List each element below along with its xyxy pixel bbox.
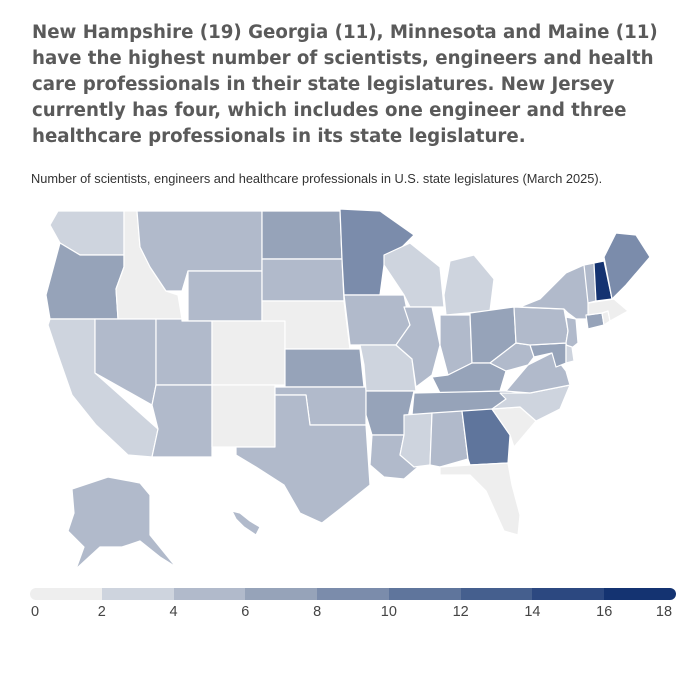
state-mn[interactable] <box>339 208 415 296</box>
legend-swatch <box>173 588 246 600</box>
state-hi[interactable] <box>231 510 261 536</box>
state-tx[interactable] <box>235 394 371 524</box>
legend-tick-label: 8 <box>313 604 322 620</box>
state-fl[interactable] <box>439 462 521 536</box>
state-co[interactable] <box>211 320 286 386</box>
state-me[interactable] <box>603 232 651 300</box>
state-il[interactable] <box>395 306 441 388</box>
color-legend: 0 2 4 6 8 10 12 14 16 18 <box>30 588 676 628</box>
legend-swatch <box>101 588 174 600</box>
legend-swatch <box>388 588 461 600</box>
state-az[interactable] <box>151 384 213 458</box>
legend-color-bar <box>30 588 676 600</box>
legend-swatch <box>532 588 605 600</box>
state-ma[interactable] <box>587 298 629 322</box>
legend-tick-label: 6 <box>241 604 250 620</box>
state-pa[interactable] <box>513 306 569 346</box>
legend-swatch <box>245 588 318 600</box>
legend-swatch <box>460 588 533 600</box>
state-ms[interactable] <box>399 412 433 468</box>
state-ky[interactable] <box>431 362 507 394</box>
legend-tick-label: 14 <box>524 604 541 620</box>
legend-swatch <box>604 588 676 600</box>
legend-tick-label: 4 <box>169 604 178 620</box>
us-map <box>0 195 700 580</box>
legend-swatch <box>30 588 102 600</box>
legend-tick-label: 16 <box>596 604 613 620</box>
state-de[interactable] <box>565 344 575 364</box>
legend-tick-label: 12 <box>452 604 469 620</box>
state-mi[interactable] <box>443 254 495 316</box>
legend-ticks: 0 2 4 6 8 10 12 14 16 18 <box>30 604 676 624</box>
state-ia[interactable] <box>343 294 411 346</box>
state-wy[interactable] <box>187 270 263 322</box>
state-ks[interactable] <box>284 348 365 388</box>
state-sd[interactable] <box>261 258 345 302</box>
state-ut[interactable] <box>155 318 213 386</box>
legend-swatch <box>317 588 389 600</box>
state-ak[interactable] <box>67 476 177 570</box>
state-nm[interactable] <box>211 384 276 448</box>
chart-title: New Hampshire (19) Georgia (11), Minneso… <box>32 22 658 147</box>
state-nd[interactable] <box>261 210 343 260</box>
legend-tick-label: 18 <box>655 604 673 620</box>
legend-tick-label: 10 <box>380 604 397 620</box>
chart-subtitle: Number of scientists, engineers and heal… <box>31 171 603 186</box>
state-al[interactable] <box>429 410 469 468</box>
legend-tick-label: 0 <box>30 604 40 620</box>
legend-tick-label: 2 <box>97 604 106 620</box>
